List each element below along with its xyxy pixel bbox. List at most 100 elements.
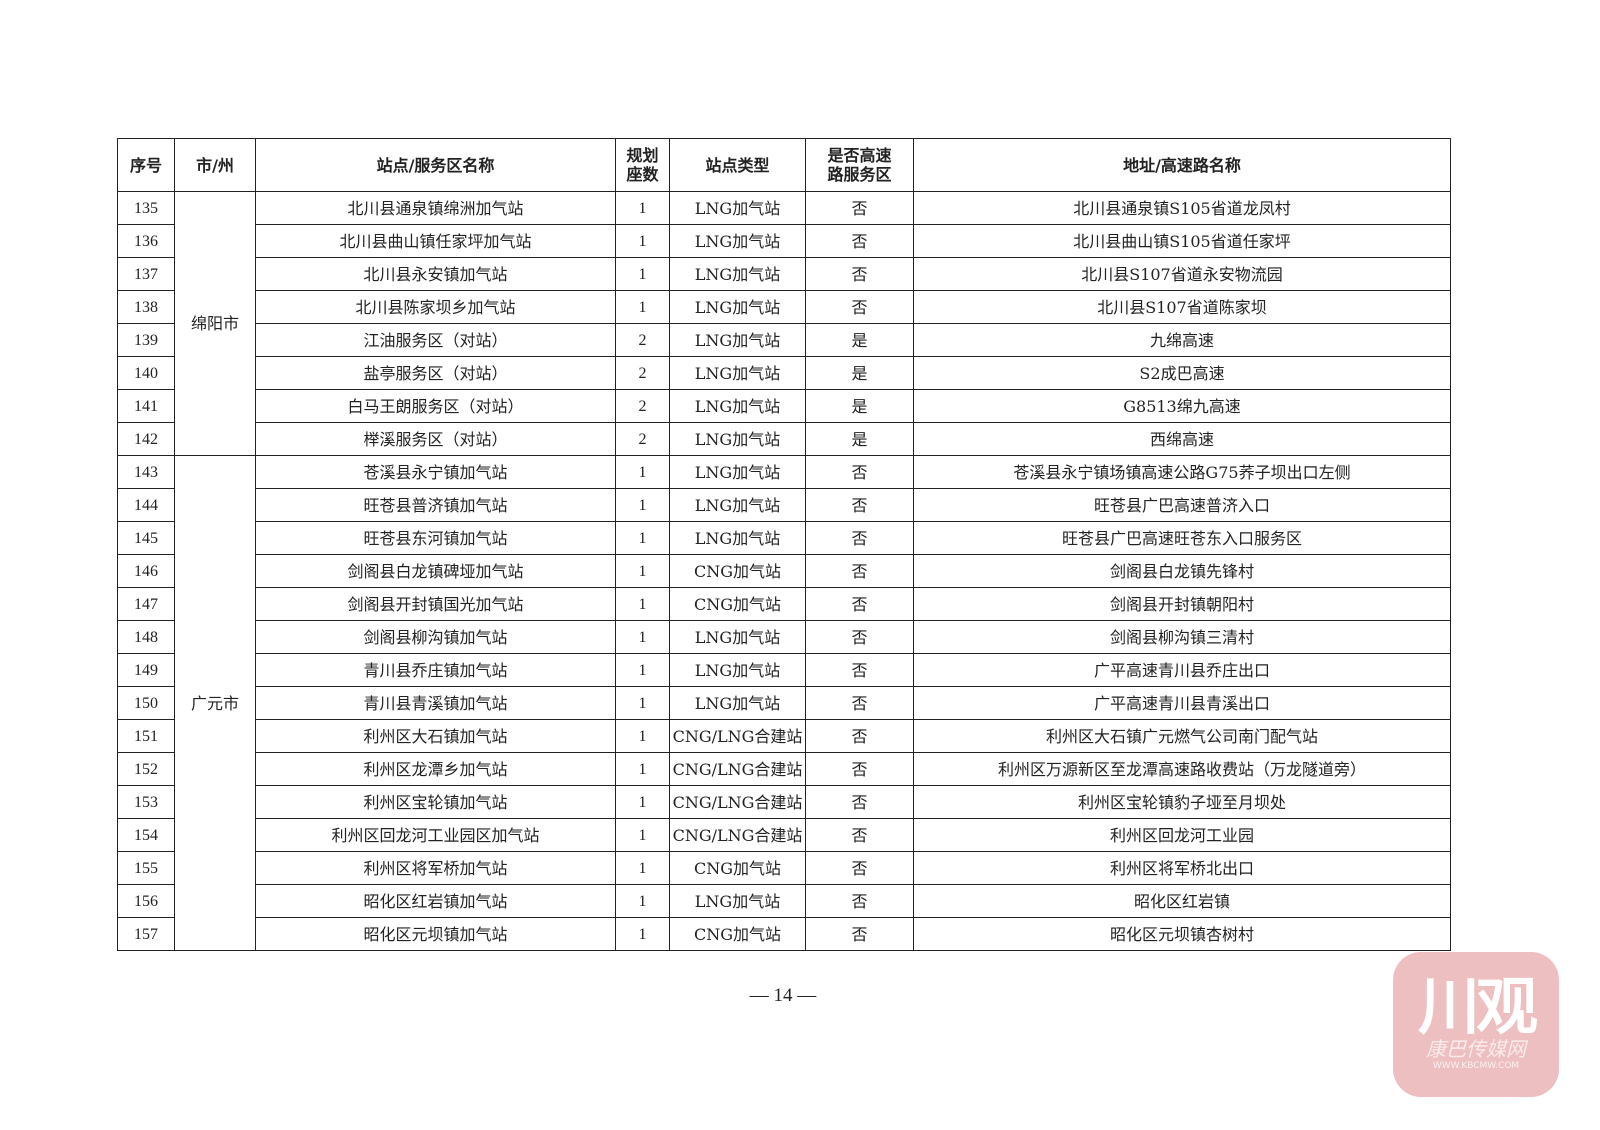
city-cell: 绵阳市: [174, 191, 256, 456]
header-planned-count: 规划座数: [615, 138, 670, 192]
table-row: 139 江油服务区（对站） 2 LNG加气站是九绵高速: [117, 323, 1451, 357]
is-highway-cell: 否: [805, 653, 914, 687]
station-type-cell: CNG/LNG合建站: [669, 818, 806, 852]
address-cell: 剑阁县柳沟镇三清村: [913, 620, 1451, 654]
station-type-cell: LNG加气站: [669, 389, 806, 423]
station-name-cell: 剑阁县柳沟镇加气站: [255, 620, 616, 654]
station-name-cell: 利州区大石镇加气站: [255, 719, 616, 753]
station-type-cell: CNG/LNG合建站: [669, 785, 806, 819]
row-index-cell: 152: [117, 752, 175, 786]
is-highway-cell: 否: [805, 290, 914, 324]
planned-count-cell: 1: [615, 257, 670, 291]
address-cell: 北川县通泉镇S105省道龙凤村: [913, 191, 1451, 225]
is-highway-cell: 否: [805, 884, 914, 918]
row-index-cell: 155: [117, 851, 175, 885]
planned-count-cell: 1: [615, 917, 670, 951]
station-type-cell: LNG加气站: [669, 422, 806, 456]
station-type-cell: CNG/LNG合建站: [669, 719, 806, 753]
station-type-cell: LNG加气站: [669, 191, 806, 225]
station-name-cell: 榉溪服务区（对站）: [255, 422, 616, 456]
table-row: 144 旺苍县普济镇加气站 1 LNG加气站否旺苍县广巴高速普济入口: [117, 488, 1451, 522]
is-highway-cell: 否: [805, 521, 914, 555]
row-index-cell: 139: [117, 323, 175, 357]
planned-count-cell: 1: [615, 818, 670, 852]
is-highway-cell: 否: [805, 224, 914, 258]
address-cell: G8513绵九高速: [913, 389, 1451, 423]
station-name-cell: 旺苍县普济镇加气站: [255, 488, 616, 522]
address-cell: 剑阁县开封镇朝阳村: [913, 587, 1451, 621]
planned-count-cell: 2: [615, 356, 670, 390]
address-cell: 北川县曲山镇S105省道任家坪: [913, 224, 1451, 258]
address-cell: 利州区大石镇广元燃气公司南门配气站: [913, 719, 1451, 753]
watermark-url: WWW.KBCMW.COM: [1432, 1061, 1520, 1071]
table-row: 145 旺苍县东河镇加气站 1 LNG加气站否旺苍县广巴高速旺苍东入口服务区: [117, 521, 1451, 555]
is-highway-cell: 否: [805, 257, 914, 291]
planned-count-cell: 1: [615, 851, 670, 885]
row-index-cell: 140: [117, 356, 175, 390]
header-index: 序号: [117, 138, 175, 192]
station-name-cell: 利州区将军桥加气站: [255, 851, 616, 885]
planned-count-cell: 1: [615, 752, 670, 786]
station-name-cell: 利州区回龙河工业园区加气站: [255, 818, 616, 852]
station-name-cell: 盐亭服务区（对站）: [255, 356, 616, 390]
station-type-cell: LNG加气站: [669, 455, 806, 489]
station-name-cell: 北川县通泉镇绵洲加气站: [255, 191, 616, 225]
planned-count-cell: 1: [615, 488, 670, 522]
planned-count-cell: 1: [615, 785, 670, 819]
is-highway-cell: 是: [805, 356, 914, 390]
is-highway-cell: 否: [805, 719, 914, 753]
table-row: 151 利州区大石镇加气站 1 CNG/LNG合建站否利州区大石镇广元燃气公司南门配气…: [117, 719, 1451, 753]
station-type-cell: LNG加气站: [669, 884, 806, 918]
watermark-logo: 川观 康巴传媒网 WWW.KBCMW.COM: [1393, 952, 1559, 1097]
station-name-cell: 昭化区红岩镇加气站: [255, 884, 616, 918]
address-cell: 广平高速青川县青溪出口: [913, 686, 1451, 720]
station-name-cell: 昭化区元坝镇加气站: [255, 917, 616, 951]
is-highway-cell: 是: [805, 389, 914, 423]
planned-count-cell: 1: [615, 884, 670, 918]
row-index-cell: 154: [117, 818, 175, 852]
station-name-cell: 青川县青溪镇加气站: [255, 686, 616, 720]
table-row: 143 广元市 苍溪县永宁镇加气站 1 LNG加气站否苍溪县永宁镇场镇高速公路G75荞子…: [117, 455, 1451, 951]
station-name-cell: 剑阁县白龙镇碑垭加气站: [255, 554, 616, 588]
address-cell: S2成巴高速: [913, 356, 1451, 390]
address-cell: 北川县S107省道永安物流园: [913, 257, 1451, 291]
table-row: 140 盐亭服务区（对站） 2 LNG加气站是 S2成巴高速: [117, 356, 1451, 390]
station-type-cell: LNG加气站: [669, 290, 806, 324]
city-cell: 广元市: [174, 455, 256, 951]
table-row: 153 利州区宝轮镇加气站 1 CNG/LNG合建站否利州区宝轮镇豹子垭至月坝处: [117, 785, 1451, 819]
is-highway-cell: 否: [805, 917, 914, 951]
table-row: 136 北川县曲山镇任家坪加气站 1 LNG加气站否北川县曲山镇S105省道任家坪: [117, 224, 1451, 258]
header-city: 市/州: [174, 138, 256, 192]
header-row: 序号 市/州 站点/服务区名称 规划座数 站点类型 是否高速路服务区 地址/高速…: [117, 138, 1451, 192]
station-type-cell: LNG加气站: [669, 521, 806, 555]
station-type-cell: CNG/LNG合建站: [669, 752, 806, 786]
row-index-cell: 156: [117, 884, 175, 918]
address-cell: 昭化区元坝镇杏树村: [913, 917, 1451, 951]
planned-count-cell: 1: [615, 455, 670, 489]
station-type-cell: LNG加气站: [669, 356, 806, 390]
planned-count-cell: 1: [615, 224, 670, 258]
station-type-cell: LNG加气站: [669, 488, 806, 522]
row-index-cell: 148: [117, 620, 175, 654]
address-cell: 旺苍县广巴高速旺苍东入口服务区: [913, 521, 1451, 555]
row-index-cell: 153: [117, 785, 175, 819]
planned-count-cell: 1: [615, 686, 670, 720]
is-highway-cell: 否: [805, 818, 914, 852]
station-name-cell: 北川县曲山镇任家坪加气站: [255, 224, 616, 258]
station-name-cell: 江油服务区（对站）: [255, 323, 616, 357]
address-cell: 广平高速青川县乔庄出口: [913, 653, 1451, 687]
planned-count-cell: 1: [615, 719, 670, 753]
table-row: 146 剑阁县白龙镇碑垭加气站 1 CNG加气站否剑阁县白龙镇先锋村: [117, 554, 1451, 588]
planned-count-cell: 1: [615, 587, 670, 621]
table-row: 137 北川县永安镇加气站 1 LNG加气站否北川县S107省道永安物流园: [117, 257, 1451, 291]
table-row: 135 绵阳市 北川县通泉镇绵洲加气站 1 LNG加气站否北川县通泉镇S105省道龙凤村: [117, 191, 1451, 456]
row-index-cell: 145: [117, 521, 175, 555]
address-cell: 利州区宝轮镇豹子垭至月坝处: [913, 785, 1451, 819]
row-index-cell: 147: [117, 587, 175, 621]
is-highway-cell: 是: [805, 323, 914, 357]
row-index-cell: 135: [117, 191, 175, 225]
row-index-cell: 150: [117, 686, 175, 720]
is-highway-cell: 否: [805, 455, 914, 489]
address-cell: 苍溪县永宁镇场镇高速公路G75荞子坝出口左侧: [913, 455, 1451, 489]
station-type-cell: CNG加气站: [669, 587, 806, 621]
